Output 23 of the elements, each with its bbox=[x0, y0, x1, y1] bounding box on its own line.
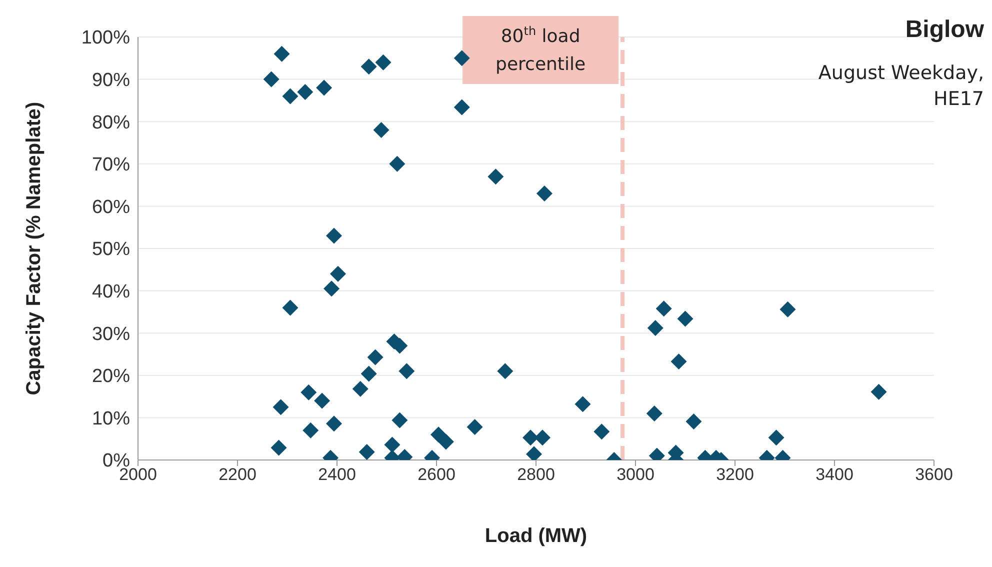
x-tick-label: 3200 bbox=[716, 465, 754, 484]
x-tick-label: 2800 bbox=[517, 465, 555, 484]
y-tick-label: 90% bbox=[92, 70, 130, 92]
y-tick-label: 100% bbox=[81, 28, 130, 49]
y-tick-label: 30% bbox=[92, 324, 130, 345]
y-tick-label: 40% bbox=[92, 282, 130, 303]
x-tick-label: 3000 bbox=[616, 465, 654, 484]
x-tick-label: 3600 bbox=[915, 465, 953, 484]
x-tick-label: 2600 bbox=[418, 465, 456, 484]
y-tick-label: 60% bbox=[92, 196, 130, 218]
chart-title: Biglow bbox=[905, 16, 984, 44]
y-axis-title: Capacity Factor (% Nameplate) bbox=[23, 102, 46, 396]
ref-line-label: 80$^{th}$ load percentile bbox=[496, 24, 586, 75]
x-tick-label: 2400 bbox=[318, 465, 356, 484]
x-axis-title: Load (MW) bbox=[484, 525, 588, 547]
y-tick-label: 50% bbox=[92, 239, 130, 260]
x-tick-label: 2200 bbox=[218, 465, 256, 484]
y-tick-label: 80% bbox=[92, 112, 130, 134]
y-tick-label: 10% bbox=[92, 408, 130, 430]
y-tick-label: 20% bbox=[92, 366, 130, 388]
text: August Weekday, HE17 bbox=[817, 61, 984, 112]
y-tick-label: 70% bbox=[92, 154, 130, 176]
x-tick-label: 3400 bbox=[816, 465, 854, 484]
